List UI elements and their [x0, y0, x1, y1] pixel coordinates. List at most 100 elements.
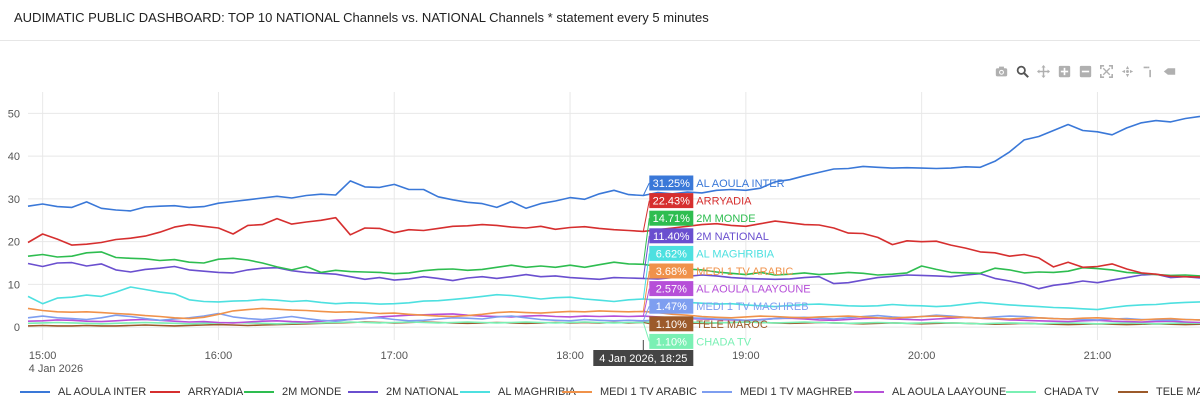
hover-value-box [649, 298, 694, 314]
y-tick-label: 30 [8, 194, 20, 206]
x-tick-label: 15:00 [29, 350, 57, 362]
legend-label: AL MAGHRIBIA [498, 386, 576, 398]
hover-value: 2.57% [656, 284, 687, 296]
legend-label: CHADA TV [1044, 386, 1099, 398]
series-line [27, 261, 1200, 290]
x-tick-label: 19:00 [732, 350, 760, 362]
y-tick-label: 20 [8, 237, 20, 249]
zoom-icon[interactable] [1015, 64, 1030, 79]
hover-value-box [649, 210, 694, 226]
y-tick-label: 50 [8, 108, 20, 120]
hover-value-box [649, 175, 694, 191]
legend-swatch [20, 391, 50, 393]
hover-x-label-box [593, 350, 694, 366]
hover-x-label: 4 Jan 2026, 18:25 [599, 353, 687, 365]
hover-connector [642, 182, 650, 196]
legend-swatch [562, 391, 592, 393]
hover-series-name: MEDI 1 TV MAGHREB [696, 301, 808, 313]
hover-value: 1.10% [656, 336, 687, 348]
legend-item[interactable]: MEDI 1 TV ARABIC [562, 382, 697, 402]
legend-swatch [460, 391, 490, 393]
legend-item[interactable]: AL AOULA LAAYOUNE [854, 382, 1006, 402]
series-line [27, 115, 1200, 212]
chart-legend: AL AOULA INTER ARRYADIA 2M MONDE 2M NATIONA… [14, 382, 1200, 402]
hover-connector [642, 322, 650, 342]
title-divider [0, 40, 1200, 41]
autoscale-icon[interactable] [1099, 64, 1114, 79]
hover-value-box [649, 228, 694, 244]
legend-label: TELE MAROC [1156, 386, 1200, 398]
hover-series-name: AL AOULA LAAYOUNE [696, 284, 810, 296]
series-line [27, 307, 1200, 321]
legend-item[interactable]: 2M MONDE [244, 382, 341, 402]
legend-swatch [1006, 391, 1036, 393]
legend-swatch [1118, 391, 1148, 393]
hover-series-name: ARRYADIA [696, 196, 752, 208]
legend-swatch [244, 391, 274, 393]
hover-tooltip: 31.25% AL AOULA INTER 22.43% ARRYADIA 14.71%… [642, 175, 811, 349]
hover-value-box [649, 333, 694, 349]
legend-item[interactable]: AL MAGHRIBIA [460, 382, 576, 402]
hover-value: 11.40% [653, 231, 690, 243]
legend-swatch [854, 391, 884, 393]
hover-value-box [649, 281, 694, 297]
zoom-out-icon[interactable] [1078, 64, 1093, 79]
y-tick-label: 10 [8, 279, 20, 291]
hover-value-box [649, 245, 694, 261]
hover-value: 6.62% [656, 248, 687, 260]
hover-value-box [649, 316, 694, 332]
series-line [27, 286, 1200, 311]
hover-value: 14.71% [653, 213, 691, 225]
hover-series-name: MEDI 1 TV ARABIC [696, 266, 793, 278]
hover-series-name: 2M MONDE [696, 213, 755, 225]
legend-item[interactable]: 2M NATIONAL [348, 382, 459, 402]
hover-connector [642, 270, 650, 312]
hover-value: 22.43% [653, 196, 691, 208]
legend-label: 2M NATIONAL [386, 386, 459, 398]
x-tick-label: 20:00 [908, 350, 936, 362]
hover-series-name: TELE MAROC [696, 319, 768, 331]
legend-label: MEDI 1 TV ARABIC [600, 386, 697, 398]
hover-value: 3.68% [656, 266, 687, 278]
camera-icon[interactable] [994, 64, 1009, 79]
hover-value: 31.25% [653, 178, 691, 190]
y-tick-label: 40 [8, 151, 20, 163]
legend-label: 2M MONDE [282, 386, 342, 398]
y-tick-label: 0 [14, 322, 20, 334]
hover-connector [642, 306, 650, 321]
legend-label: AL AOULA LAAYOUNE [892, 386, 1007, 398]
series-line [27, 216, 1200, 278]
chart-modebar [994, 64, 1177, 82]
legend-label: ARRYADIA [188, 386, 244, 398]
legend-swatch [150, 391, 180, 393]
x-tick-sublabel: 4 Jan 2026 [29, 363, 83, 375]
hover-series-name: CHADA TV [696, 336, 751, 348]
line-chart[interactable]: 0 10 20 30 40 50 15:004 Jan 2026 16:00 17:00 18:0… [0, 0, 1200, 380]
legend-swatch [348, 391, 378, 393]
hover-value: 1.47% [656, 301, 687, 313]
pan-icon[interactable] [1036, 64, 1051, 79]
hover-value: 1.10% [656, 319, 687, 331]
hover-value-box [649, 263, 694, 279]
legend-label: MEDI 1 TV MAGHREB [740, 386, 853, 398]
legend-swatch [702, 391, 732, 393]
reset-axes-icon[interactable] [1120, 64, 1135, 79]
legend-label: AL AOULA INTER [58, 386, 147, 398]
spike-lines-icon[interactable] [1141, 64, 1156, 79]
legend-item[interactable]: ARRYADIA [150, 382, 243, 402]
legend-item[interactable]: MEDI 1 TV MAGHREB [702, 382, 852, 402]
compare-hover-icon[interactable] [1162, 64, 1177, 79]
legend-item[interactable]: AL AOULA INTER [20, 382, 146, 402]
hover-connector [642, 253, 650, 300]
x-tick-label: 17:00 [380, 350, 408, 362]
hover-series-name: AL MAGHRIBIA [696, 248, 774, 260]
zoom-in-icon[interactable] [1057, 64, 1072, 79]
hover-connector [643, 321, 650, 325]
series-line [27, 312, 1200, 322]
legend-item[interactable]: CHADA TV [1006, 382, 1099, 402]
hover-connector [642, 235, 650, 279]
hover-series-name: 2M NATIONAL [696, 231, 769, 243]
legend-item[interactable]: TELE MAROC [1118, 382, 1200, 402]
hover-connector [642, 200, 650, 232]
page-title: AUDIMATIC PUBLIC DASHBOARD: TOP 10 NATIO… [14, 10, 709, 25]
